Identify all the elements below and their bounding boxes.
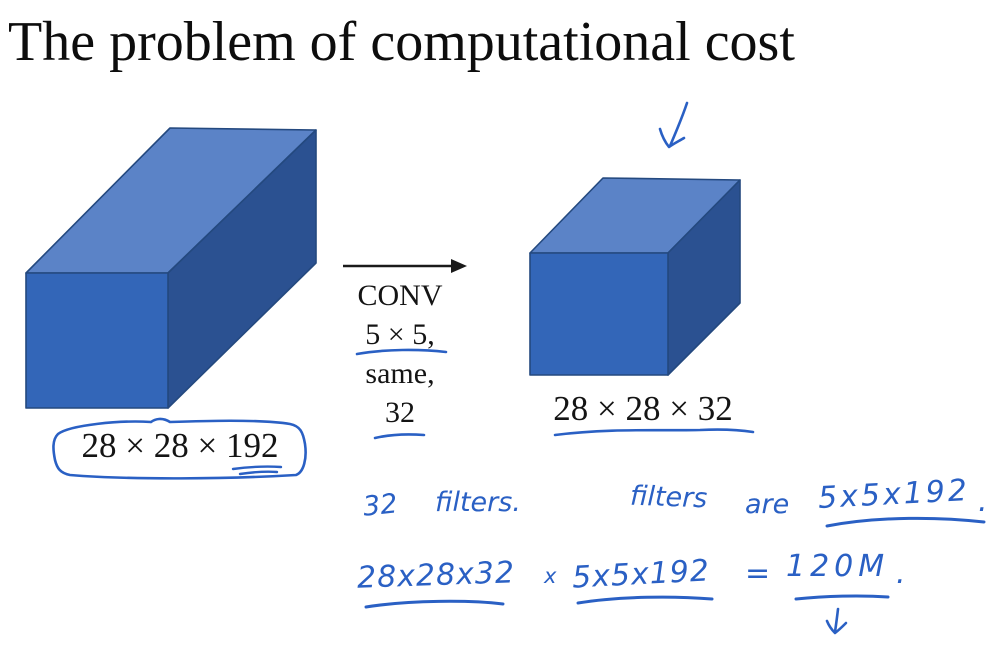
hw-filter-count: 32 <box>361 488 399 523</box>
hw-are-word: are <box>745 489 790 520</box>
hw-filter-dims2: 5x5x192 <box>571 553 711 596</box>
input-box-front-face <box>25 272 169 409</box>
hw-line1-period: . <box>978 484 988 519</box>
hw-filter-dims-underline <box>825 516 986 528</box>
hw-times-sign: x <box>544 564 557 588</box>
input-volume-box <box>25 127 317 409</box>
hw-result-underline <box>794 594 890 601</box>
down-arrow-icon <box>658 101 689 149</box>
hw-filters-word2: filters <box>629 480 708 515</box>
filters-underline <box>373 433 426 440</box>
conv-kernel-size: 5 × 5, <box>365 318 435 351</box>
hw-filters-word1: filters. <box>435 487 521 518</box>
kernel-underline <box>355 348 448 356</box>
hw-output-dims: 28x28x32 <box>356 555 516 596</box>
conv-operation-label: CONV 5 × 5, same, 32 <box>338 276 462 432</box>
input-label-circle-annotation <box>52 417 307 480</box>
slide-title: The problem of computational cost <box>8 11 795 73</box>
output-label-underline <box>553 428 755 437</box>
conv-op-name: CONV <box>357 279 443 312</box>
output-box-front-face <box>529 252 669 376</box>
hw-output-dims-underline <box>364 599 505 609</box>
hw-filter-dims2-underline <box>576 595 714 605</box>
output-volume-box <box>529 177 741 376</box>
conv-num-filters: 32 <box>385 396 415 429</box>
conv-padding: same, <box>365 357 435 390</box>
output-volume-label: 28 × 28 × 32 <box>553 389 733 428</box>
input-volume-label: 28 × 28 × 192 <box>81 426 279 465</box>
hw-equals-sign: = <box>745 556 771 591</box>
result-down-arrow-icon <box>825 607 848 635</box>
hw-line2-period: . <box>896 556 906 591</box>
hw-result-value: 120M <box>786 549 890 584</box>
conv-arrow-icon <box>343 259 467 273</box>
